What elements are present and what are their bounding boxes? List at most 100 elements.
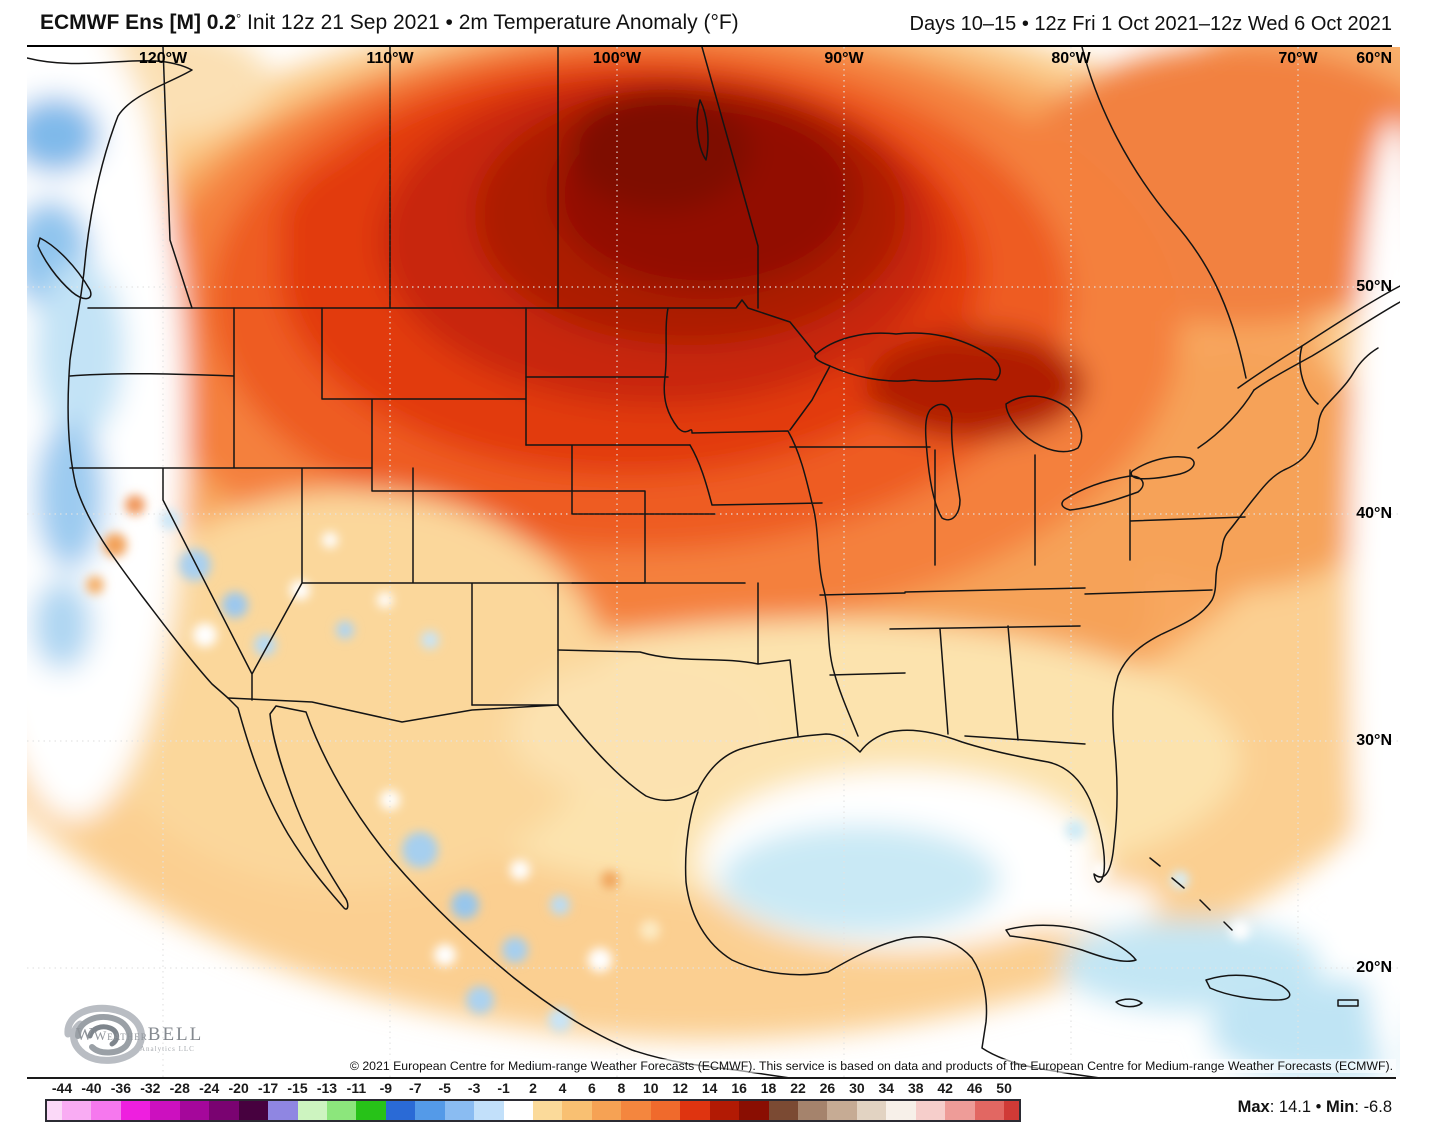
colorbar-tick: -15	[287, 1080, 308, 1096]
colorbar-segment	[886, 1101, 916, 1120]
degree-mark: °	[236, 11, 242, 26]
colorbar-segment	[1004, 1101, 1019, 1120]
longitude-label: 90°W	[824, 50, 864, 67]
colorbar-segment	[209, 1101, 239, 1120]
colorbar-tick: 50	[996, 1080, 1012, 1096]
colorbar-segment	[62, 1101, 92, 1120]
colorbar-segment	[768, 1101, 798, 1120]
colorbar-tick: 14	[701, 1080, 718, 1096]
longitude-label: 80°W	[1051, 50, 1091, 67]
colorbar-tick: -32	[140, 1080, 161, 1096]
map-area	[27, 47, 1400, 1077]
logo-weather-text: Weather	[94, 1028, 148, 1043]
latitude-label: 40°N	[1356, 505, 1392, 522]
colorbar-tick: 26	[819, 1080, 836, 1096]
lake-erie	[1061, 475, 1144, 511]
max-sep: :	[1269, 1098, 1279, 1116]
state-borders-west	[69, 307, 646, 706]
colorbar-segment	[356, 1101, 386, 1120]
colorbar-segment	[47, 1101, 62, 1120]
colorbar-segment	[562, 1101, 592, 1120]
stats-bullet: •	[1311, 1098, 1326, 1116]
colorbar-tick: 38	[907, 1080, 924, 1096]
coastlines-and-borders	[27, 47, 1400, 1077]
colorbar-tick: -36	[110, 1080, 131, 1096]
colorbar-segment	[680, 1101, 710, 1120]
model-name: ECMWF Ens [M] 0.2	[40, 11, 237, 34]
lake-huron	[1005, 395, 1083, 453]
min-sep: :	[1354, 1098, 1364, 1116]
quebec-ontario-border	[1081, 47, 1247, 379]
weather-map-svg	[27, 47, 1400, 1077]
lake-winnipeg	[696, 99, 709, 161]
colorbar-tick: 2	[529, 1080, 537, 1096]
map-bottom-border	[27, 1077, 1396, 1079]
puerto-rico	[1337, 999, 1359, 1007]
colorbar-tick: -7	[409, 1080, 422, 1096]
colorbar-tick: -3	[467, 1080, 481, 1096]
us-canada-border	[87, 299, 817, 355]
colorbar-tick: 30	[849, 1080, 865, 1096]
colorbar-tick: 6	[588, 1080, 596, 1096]
colorbar-tick: 4	[558, 1080, 567, 1096]
state-borders-east	[889, 449, 1246, 745]
copyright-notice: © 2021 European Centre for Medium-range …	[346, 1059, 1396, 1073]
map-top-border	[27, 45, 1392, 47]
map-title: ECMWF Ens [M] 0.2° Init 12z 21 Sep 2021 …	[40, 11, 739, 35]
colorbar-segment	[385, 1101, 416, 1120]
colorbar-tick: -13	[316, 1080, 338, 1096]
weatherbell-logo: WWeatherBELL Analytics LLC	[48, 998, 201, 1070]
colorbar-tick: 16	[731, 1080, 747, 1096]
colorbar-tick: -28	[169, 1080, 190, 1096]
longitude-label: 120°W	[138, 50, 188, 67]
longitude-label: 110°W	[366, 50, 414, 67]
colorbar-tick: -17	[257, 1080, 279, 1096]
max-value: 14.1	[1278, 1098, 1312, 1116]
colorbar-segment	[533, 1101, 563, 1120]
gulf-atlantic-coastline	[697, 347, 1379, 883]
latitude-label: 50°N	[1356, 278, 1392, 295]
latitude-label: 20°N	[1356, 959, 1392, 976]
colorbar-segment	[915, 1101, 946, 1120]
lake-superior	[814, 332, 1001, 382]
max-label: Max	[1237, 1098, 1270, 1116]
colorbar-segment	[974, 1101, 1004, 1120]
colorbar-segment	[591, 1101, 622, 1120]
colorbar-segment	[797, 1101, 828, 1120]
colorbar-tick: 42	[937, 1080, 953, 1096]
colorbar-segment	[150, 1101, 180, 1120]
colorbar-tick: -24	[199, 1080, 220, 1096]
init-and-parameter: Init 12z 21 Sep 2021 • 2m Temperature An…	[241, 11, 739, 34]
cuba	[1005, 924, 1137, 962]
colorbar-segment	[945, 1101, 975, 1120]
colorbar-tick: -1	[497, 1080, 510, 1096]
bahamas	[1149, 857, 1233, 931]
longitude-label: 100°W	[592, 50, 642, 67]
anomaly-speckles	[86, 495, 1250, 1032]
logo-wordmark: WWeatherBELL	[76, 1024, 204, 1045]
yucatan-coastline	[684, 791, 1099, 1077]
min-label: Min	[1325, 1098, 1355, 1116]
temperature-anomaly-field	[27, 47, 1400, 1077]
extremes-readout: Max: 14.1 • Min: -6.8	[1238, 1098, 1392, 1117]
colorbar-segment	[91, 1101, 121, 1120]
us-mexico-border	[227, 697, 699, 802]
logo-tagline: Analytics LLC	[140, 1045, 195, 1053]
colorbar-segment	[739, 1101, 769, 1120]
logo-swirl-icon	[64, 1004, 145, 1064]
manitoba-ontario-border	[701, 47, 759, 309]
colorbar-segment	[268, 1101, 298, 1120]
lake-ontario	[1130, 456, 1195, 480]
colorbar-segment	[856, 1101, 887, 1120]
colorbar-tick: 18	[760, 1080, 777, 1096]
min-value: -6.8	[1363, 1098, 1392, 1116]
jamaica	[1115, 998, 1143, 1008]
colorbar-segment	[709, 1101, 740, 1120]
colorbar-segment	[503, 1101, 533, 1120]
latitude-label: 60°N	[1356, 50, 1392, 67]
colorbar-tick: -20	[228, 1080, 249, 1096]
colorbar-tick: 22	[790, 1080, 806, 1096]
lake-michigan	[924, 403, 961, 521]
state-borders-plains	[525, 376, 799, 737]
colorbar-segment	[444, 1101, 475, 1120]
